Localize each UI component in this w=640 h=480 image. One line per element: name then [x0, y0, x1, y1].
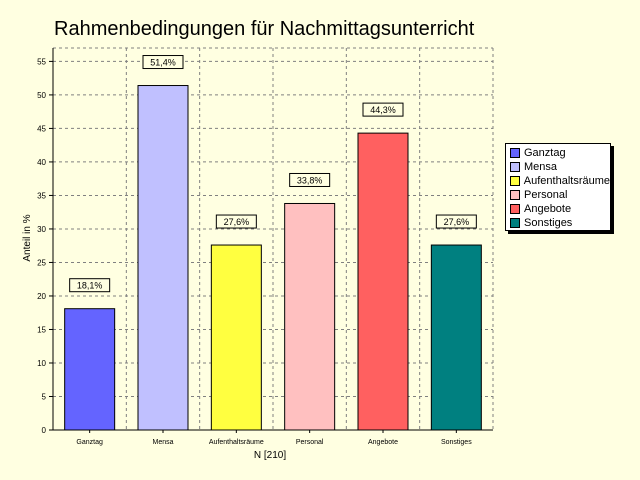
y-tick-label: 40 [37, 158, 46, 167]
data-label: 51,4% [150, 58, 176, 68]
legend-item: Personal [506, 188, 610, 202]
x-tick-label: Personal [296, 439, 324, 446]
y-tick-label: 30 [37, 225, 46, 234]
x-tick-label: Aufenthaltsräume [209, 439, 264, 446]
legend-swatch [510, 218, 520, 228]
data-label-box [142, 55, 184, 70]
y-tick-label: 15 [37, 325, 46, 334]
data-label: 27,6% [224, 217, 250, 227]
y-tick-label: 55 [37, 57, 46, 66]
x-tick-label: Angebote [368, 439, 398, 446]
y-tick-label: 10 [37, 359, 46, 368]
legend-swatch [510, 176, 520, 186]
data-label-box [289, 172, 331, 187]
data-label: 44,3% [370, 105, 396, 115]
data-label-box [215, 214, 257, 229]
data-label-box [69, 278, 111, 293]
legend-label: Personal [524, 189, 568, 201]
y-tick-label: 0 [42, 426, 47, 435]
chart-legend: Ganztag Mensa Aufenthaltsräume Personal Ange… [505, 143, 611, 231]
x-axis-label: N [210] [254, 450, 286, 461]
legend-swatch [510, 148, 520, 158]
legend-label: Sonstiges [524, 217, 573, 229]
bar [210, 244, 262, 431]
legend-label: Aufenthaltsräume [523, 175, 610, 187]
y-tick-label: 45 [37, 124, 46, 133]
bar [284, 202, 336, 431]
legend-label: Mensa [524, 161, 558, 173]
y-tick-label: 5 [42, 392, 47, 401]
x-tick-label: Ganztag [76, 439, 103, 446]
chart-title: Rahmenbedingungen für Nachmittagsunterri… [54, 18, 475, 40]
bar [137, 85, 189, 431]
data-label-box [435, 214, 477, 229]
legend-item: Aufenthaltsräume [506, 174, 610, 188]
data-label: 18,1% [77, 281, 103, 291]
legend-item: Ganztag [506, 146, 610, 160]
y-axis-label: Anteil in % [22, 214, 33, 261]
x-tick-label: Mensa [152, 439, 173, 446]
legend-swatch [510, 204, 520, 214]
legend-label: Angebote [524, 203, 572, 215]
data-label: 27,6% [444, 217, 470, 227]
bar [430, 244, 482, 431]
legend-item: Mensa [506, 160, 610, 174]
legend-item: Angebote [506, 202, 610, 216]
legend-item: Sonstiges [506, 216, 610, 230]
legend-swatch [510, 162, 520, 172]
x-tick-label: Sonstiges [441, 439, 472, 446]
legend-label: Ganztag [524, 147, 566, 159]
data-label-box [362, 102, 404, 117]
y-tick-label: 35 [37, 191, 46, 200]
legend-swatch [510, 190, 520, 200]
y-tick-label: 20 [37, 292, 46, 301]
data-label: 33,8% [297, 175, 323, 185]
y-tick-label: 25 [37, 258, 46, 267]
y-tick-label: 50 [37, 91, 46, 100]
bar [357, 132, 409, 431]
bar [64, 308, 116, 431]
